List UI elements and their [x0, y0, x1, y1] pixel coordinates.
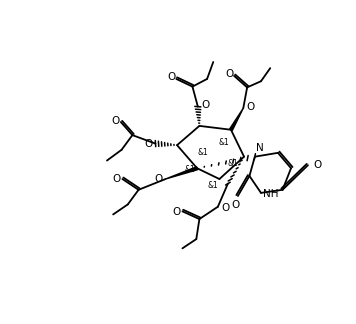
Polygon shape	[230, 108, 243, 131]
Text: O: O	[144, 139, 152, 149]
Text: O: O	[225, 69, 234, 79]
Text: O: O	[111, 115, 120, 125]
Text: O: O	[221, 203, 229, 213]
Text: &1: &1	[208, 181, 219, 190]
Text: O: O	[168, 72, 176, 82]
Text: O: O	[112, 174, 120, 184]
Text: O: O	[154, 174, 162, 184]
Text: O: O	[201, 100, 209, 110]
Text: &1: &1	[219, 138, 229, 146]
Text: &1: &1	[184, 165, 195, 174]
Polygon shape	[166, 167, 198, 179]
Text: N: N	[256, 143, 263, 153]
Text: O: O	[313, 160, 321, 170]
Text: O: O	[246, 102, 255, 112]
Text: &1: &1	[227, 159, 238, 168]
Text: O: O	[172, 207, 180, 217]
Text: O: O	[231, 200, 240, 210]
Text: &1: &1	[198, 148, 209, 157]
Text: NH: NH	[263, 190, 279, 199]
